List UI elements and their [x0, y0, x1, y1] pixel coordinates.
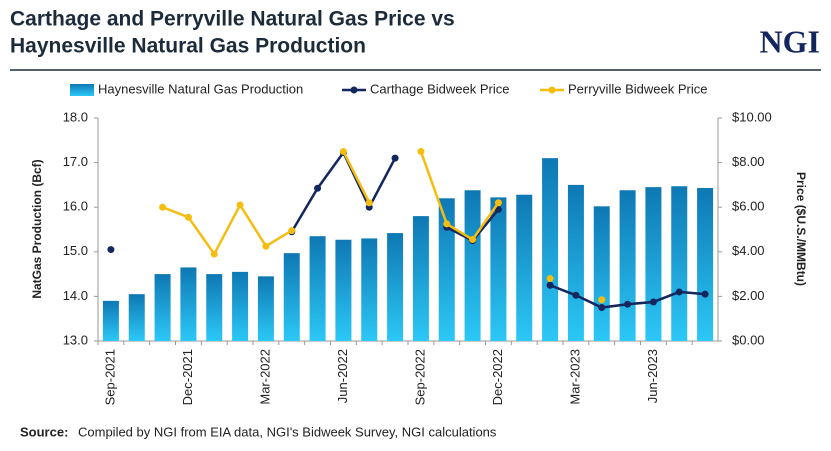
price-point	[443, 220, 451, 228]
bar	[464, 190, 481, 341]
bar	[697, 188, 714, 341]
x-tick-label: Sep-2021	[102, 349, 117, 405]
bar	[361, 238, 378, 341]
price-point	[546, 275, 554, 283]
bar	[128, 294, 145, 341]
bar	[542, 158, 559, 341]
x-tick-label: Mar-2023	[567, 349, 582, 405]
bar	[232, 271, 249, 341]
bar	[490, 197, 507, 341]
y-axis-label: NatGas Production (Bcf)	[30, 159, 44, 298]
price-point	[494, 199, 502, 207]
bar	[102, 300, 119, 341]
legend-swatch	[70, 84, 94, 96]
price-point	[159, 203, 167, 211]
price-point	[649, 298, 657, 306]
price-point	[107, 246, 115, 254]
y2-tick-label: $2.00	[732, 288, 765, 303]
legend-label: Haynesville Natural Gas Production	[98, 81, 303, 96]
price-point	[288, 227, 296, 235]
y-tick-label: 15.0	[63, 243, 88, 258]
price-point	[572, 291, 580, 299]
bar	[671, 186, 688, 341]
x-tick-label: Dec-2021	[180, 349, 195, 405]
y-tick-label: 18.0	[63, 109, 88, 124]
bar	[593, 206, 610, 341]
legend-label: Carthage Bidweek Price	[370, 81, 509, 96]
bar	[283, 253, 300, 341]
y-tick-label: 13.0	[63, 332, 88, 347]
price-point	[236, 201, 244, 209]
legend-swatch	[548, 86, 556, 94]
price-line	[163, 151, 602, 299]
price-point	[417, 147, 425, 155]
bar	[438, 198, 455, 341]
price-point	[494, 205, 502, 213]
bar	[645, 187, 662, 341]
bar	[387, 233, 404, 341]
bar	[516, 194, 533, 341]
x-tick-label: Mar-2022	[257, 349, 272, 405]
price-point	[624, 300, 632, 308]
y2-tick-label: $10.00	[732, 109, 772, 124]
y2-axis-label: Price ($U.S./MMBtu)	[794, 172, 808, 286]
y2-tick-label: $8.00	[732, 154, 765, 169]
bar	[180, 267, 197, 341]
price-point	[365, 199, 373, 207]
bar	[257, 276, 274, 341]
price-point	[675, 288, 683, 296]
bar	[567, 184, 584, 341]
price-point	[469, 236, 477, 244]
y2-tick-label: $4.00	[732, 243, 765, 258]
price-point	[391, 154, 399, 162]
y-tick-label: 14.0	[63, 288, 88, 303]
price-point	[314, 184, 322, 192]
bar	[412, 216, 429, 341]
price-point	[598, 296, 606, 304]
legend-swatch	[350, 86, 358, 94]
legend-label: Perryville Bidweek Price	[568, 81, 707, 96]
source-label: Source:	[20, 424, 68, 439]
y-tick-label: 16.0	[63, 199, 88, 214]
price-point	[184, 213, 192, 221]
x-tick-label: Jun-2023	[645, 349, 660, 403]
x-tick-label: Dec-2022	[490, 349, 505, 405]
title-line: Carthage and Perryville Natural Gas Pric…	[10, 8, 455, 31]
bar	[335, 239, 352, 341]
bar	[154, 274, 171, 341]
price-point	[262, 242, 270, 250]
x-tick-label: Jun-2022	[335, 349, 350, 403]
logo: NGI	[760, 23, 820, 59]
price-point	[339, 147, 347, 155]
source-text: Compiled by NGI from EIA data, NGI's Bid…	[78, 424, 497, 439]
price-point	[546, 281, 554, 289]
bar	[619, 190, 636, 341]
bar	[206, 274, 223, 341]
y-tick-label: 17.0	[63, 154, 88, 169]
price-point	[210, 250, 218, 258]
price-point	[598, 304, 606, 312]
title-line: Haynesville Natural Gas Production	[10, 35, 366, 58]
y2-tick-label: $0.00	[732, 332, 765, 347]
price-point	[701, 290, 709, 298]
y2-tick-label: $6.00	[732, 199, 765, 214]
bar	[309, 236, 326, 341]
x-tick-label: Sep-2022	[412, 349, 427, 405]
